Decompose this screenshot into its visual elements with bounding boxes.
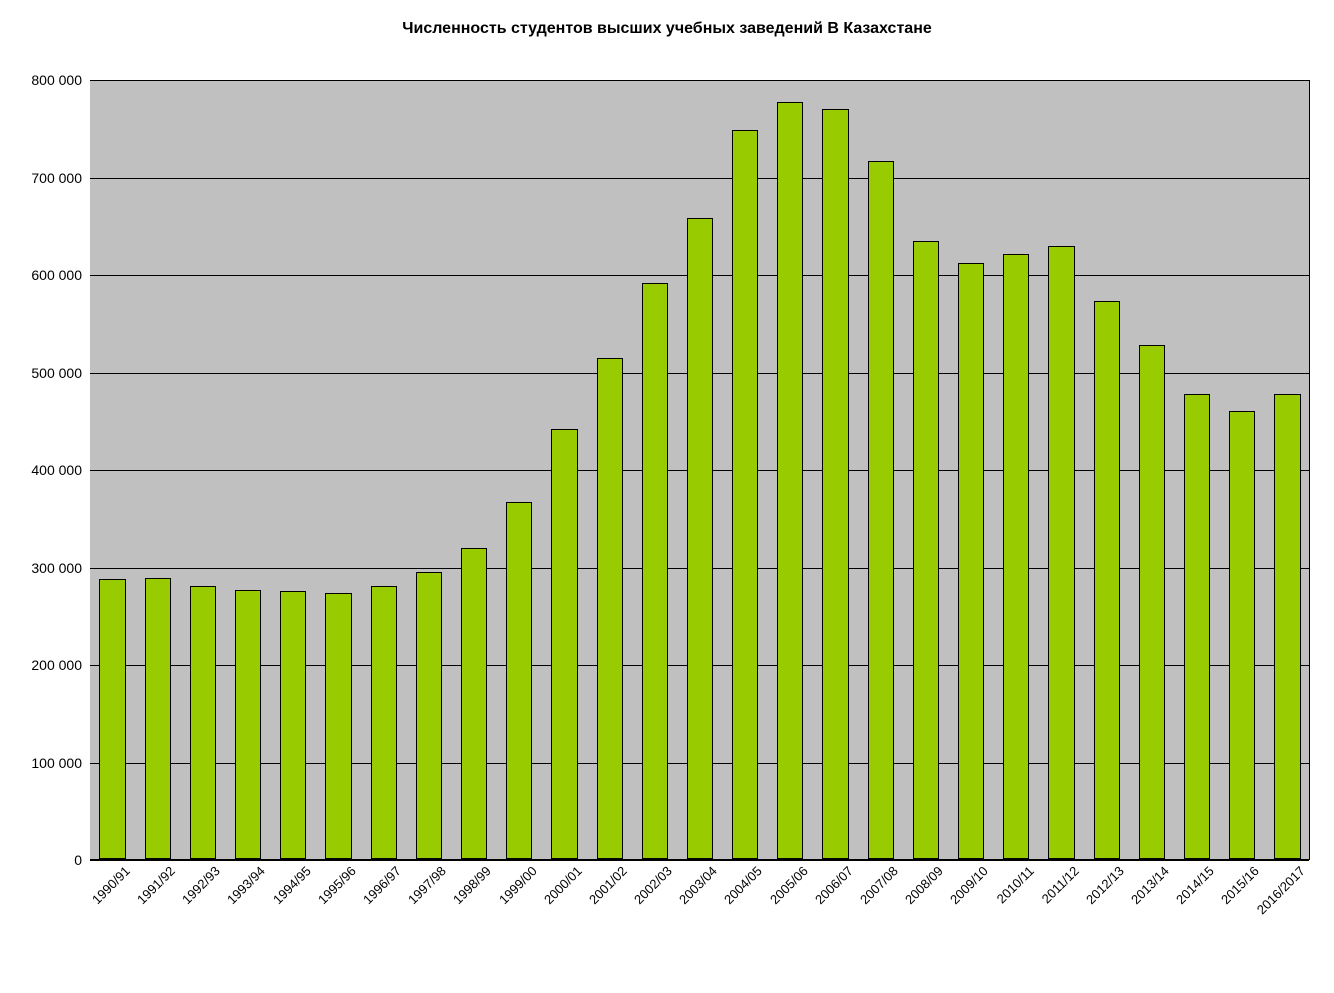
bar	[190, 586, 216, 859]
gridline	[90, 860, 1309, 861]
x-tick-label: 2007/08	[853, 859, 901, 907]
plot-area: 0100 000200 000300 000400 000500 000600 …	[90, 80, 1310, 860]
bar	[777, 102, 803, 859]
y-tick-label: 100 000	[31, 755, 82, 771]
bar	[1139, 345, 1165, 859]
y-tick-label: 700 000	[31, 170, 82, 186]
bar	[416, 572, 442, 859]
bar	[687, 218, 713, 859]
bar	[913, 241, 939, 859]
bar	[280, 591, 306, 859]
bar	[461, 548, 487, 859]
y-tick-label: 200 000	[31, 657, 82, 673]
bar	[822, 109, 848, 859]
bar	[1048, 246, 1074, 859]
x-tick-label: 2005/06	[762, 859, 810, 907]
x-tick-label: 1997/98	[401, 859, 449, 907]
x-tick-label: 1994/95	[265, 859, 313, 907]
y-tick-label: 300 000	[31, 560, 82, 576]
x-tick-label: 2004/05	[717, 859, 765, 907]
x-tick-label: 2001/02	[582, 859, 630, 907]
bar	[1184, 394, 1210, 859]
y-tick-label: 800 000	[31, 72, 82, 88]
bar	[732, 130, 758, 859]
gridline	[90, 80, 1309, 81]
x-tick-label: 1995/96	[311, 859, 359, 907]
bar	[506, 502, 532, 859]
x-tick-label: 1999/00	[491, 859, 539, 907]
x-tick-label: 2009/10	[943, 859, 991, 907]
bar	[145, 578, 171, 859]
x-tick-label: 1996/97	[356, 859, 404, 907]
bar	[868, 161, 894, 859]
chart-title: Численность студентов высших учебных зав…	[0, 20, 1334, 38]
x-tick-label: 2002/03	[627, 859, 675, 907]
bar	[642, 283, 668, 859]
bar	[958, 263, 984, 859]
x-tick-label: 1990/91	[85, 859, 133, 907]
gridline	[90, 178, 1309, 179]
x-tick-label: 1998/99	[446, 859, 494, 907]
y-tick-label: 500 000	[31, 365, 82, 381]
y-tick-label: 0	[74, 852, 82, 868]
bar	[1003, 254, 1029, 859]
x-tick-label: 2011/12	[1034, 859, 1081, 906]
bar	[99, 579, 125, 859]
x-tick-label: 2014/15	[1169, 859, 1217, 907]
x-tick-label: 2010/11	[989, 859, 1036, 906]
bar	[235, 590, 261, 859]
bar	[1094, 301, 1120, 859]
x-tick-label: 1993/94	[220, 859, 268, 907]
bar	[371, 586, 397, 859]
y-tick-label: 600 000	[31, 267, 82, 283]
x-tick-label: 2016/2017	[1249, 859, 1307, 917]
x-tick-label: 1991/92	[130, 859, 178, 907]
x-tick-label: 1992/93	[175, 859, 223, 907]
x-tick-label: 2003/04	[672, 859, 720, 907]
x-tick-label: 2000/01	[536, 859, 584, 907]
bar	[325, 593, 351, 859]
bar	[597, 358, 623, 859]
x-tick-label: 2012/13	[1079, 859, 1127, 907]
x-tick-label: 2013/14	[1124, 859, 1172, 907]
bar	[1229, 411, 1255, 859]
bar	[1274, 394, 1300, 859]
y-tick-label: 400 000	[31, 462, 82, 478]
x-tick-label: 2008/09	[898, 859, 946, 907]
chart-container: Численность студентов высших учебных зав…	[0, 0, 1334, 993]
x-tick-label: 2006/07	[808, 859, 856, 907]
bar	[551, 429, 577, 859]
